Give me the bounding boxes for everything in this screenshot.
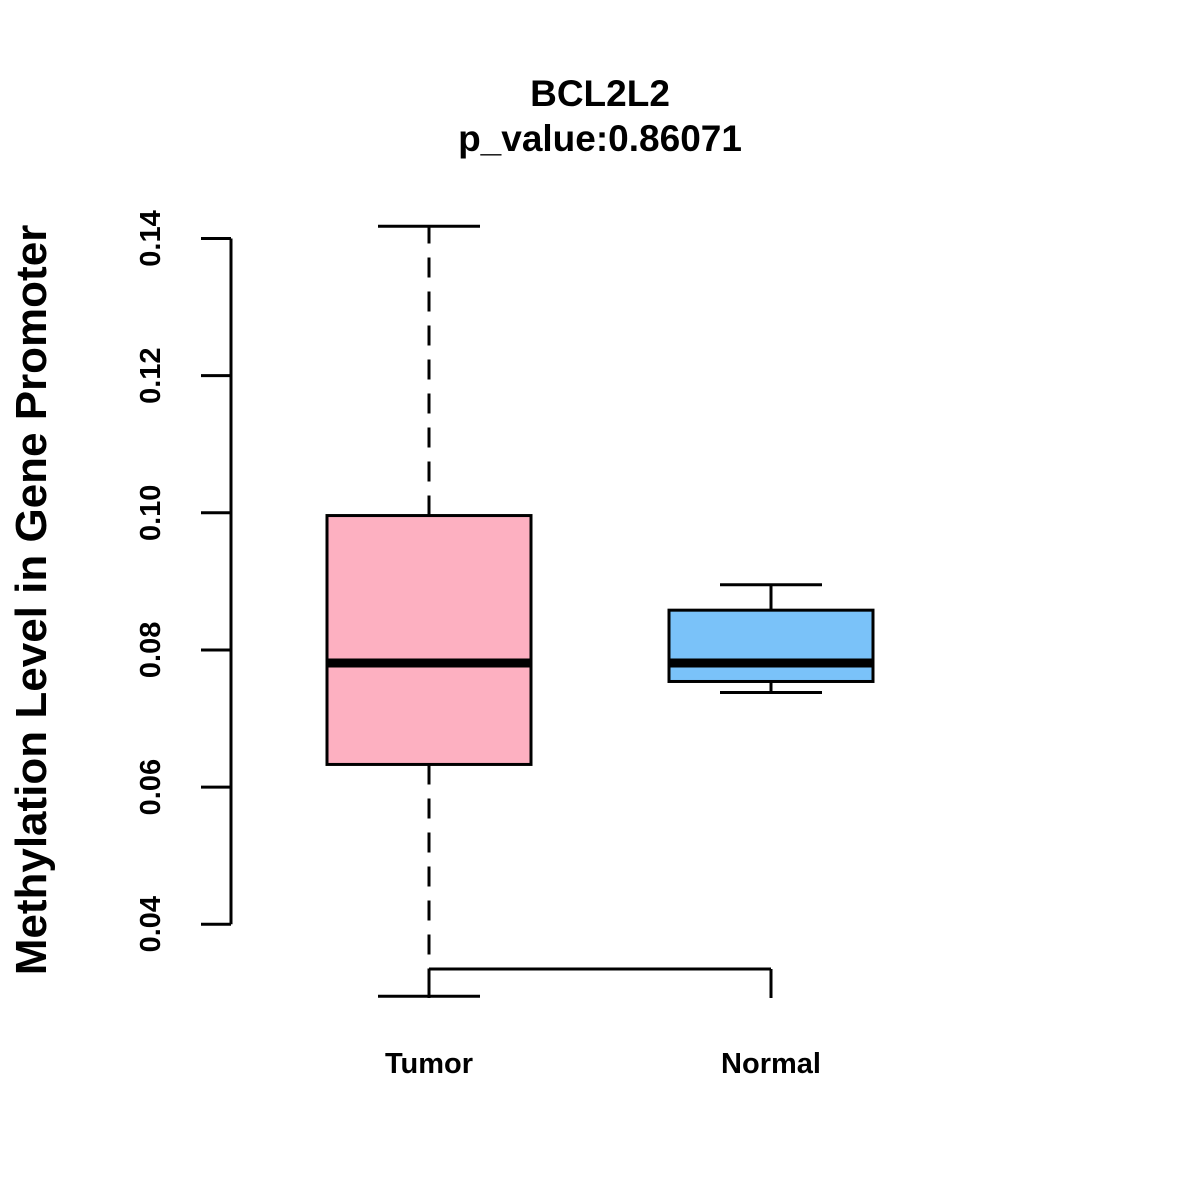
y-tick-label: 0.04 [135,896,167,952]
y-axis: 0.04 0.06 0.08 0.10 0.12 0.14 [135,210,233,952]
box-tumor [325,224,533,998]
chart-title: BCL2L2 [530,73,670,114]
box-iqr [325,514,533,766]
y-axis-label: Methylation Level in Gene Promoter [7,225,56,976]
chart-subtitle: p_value:0.86071 [458,118,742,159]
x-tick-label: Tumor [385,1048,473,1080]
box-normal [667,583,875,694]
y-tick-label: 0.14 [135,210,167,266]
y-tick-label: 0.06 [135,759,167,815]
boxes [325,224,875,998]
x-tick-label: Normal [721,1048,821,1080]
group-axis: Tumor Normal [385,967,821,1080]
box-iqr [667,608,875,683]
y-tick-label: 0.08 [135,622,167,678]
y-tick-label: 0.10 [135,485,167,541]
y-tick-label: 0.12 [135,347,167,403]
